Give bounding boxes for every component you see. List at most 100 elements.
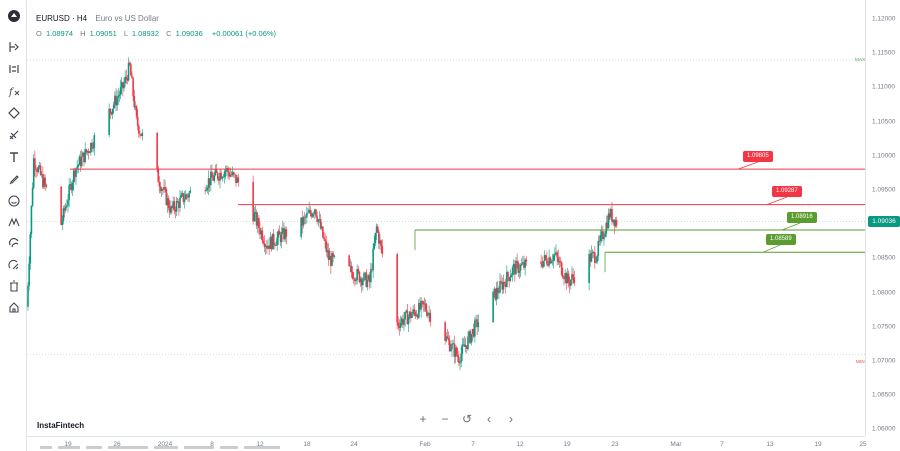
time-tick: 8: [210, 441, 214, 448]
candle: [323, 231, 325, 241]
candle-body: [84, 149, 86, 163]
candle-body: [610, 208, 612, 218]
candle-body: [211, 171, 213, 178]
text-icon[interactable]: [4, 147, 23, 166]
candle-body: [326, 250, 329, 253]
scroll-right-button[interactable]: ›: [502, 410, 520, 428]
candle-body: [28, 263, 30, 286]
level-label-1[interactable]: 1.09805: [743, 151, 773, 162]
trend-line-icon[interactable]: [4, 59, 23, 78]
candle: [309, 206, 312, 217]
emoji-icon[interactable]: [4, 191, 23, 210]
chart-pane[interactable]: [27, 0, 865, 436]
candle: [283, 222, 285, 242]
candle-body: [414, 312, 417, 316]
candle-body: [454, 347, 457, 357]
candle: [164, 180, 166, 193]
crosshair-icon[interactable]: [4, 37, 23, 56]
candle-body: [44, 177, 46, 185]
level-leader-4: [762, 244, 781, 253]
candle-body: [184, 194, 187, 200]
candle-body: [374, 232, 377, 244]
candle-body: [162, 189, 164, 190]
magnet-icon[interactable]: [4, 233, 23, 252]
candle-body: [506, 271, 508, 287]
candle-body: [519, 264, 522, 271]
candle-body: [183, 199, 186, 202]
projection-icon[interactable]: [4, 125, 23, 144]
candle-body: [68, 185, 70, 201]
candle-body: [517, 262, 520, 273]
max-marker: MAX: [855, 57, 866, 62]
candle: [398, 319, 401, 336]
price-tick: 1.11000: [872, 83, 896, 91]
candle: [352, 271, 355, 285]
candle: [332, 250, 334, 263]
trash-icon[interactable]: [4, 276, 23, 295]
brush-icon[interactable]: [4, 169, 23, 188]
candle: [31, 182, 34, 208]
candle: [173, 196, 176, 215]
measure-icon[interactable]: [4, 212, 23, 231]
candle: [464, 337, 467, 353]
candle-body: [61, 220, 64, 225]
candle-body: [475, 319, 477, 321]
scroll-left-button[interactable]: ‹: [480, 410, 498, 428]
symbol-legend[interactable]: EURUSD · H4 Euro vs US Dollar: [36, 14, 159, 23]
level-label-3[interactable]: 1.08916: [787, 212, 817, 223]
candle-body: [603, 236, 605, 240]
candle: [511, 265, 514, 282]
candlestick-chart[interactable]: [27, 0, 865, 436]
candle-body: [366, 279, 369, 287]
level-label-2[interactable]: 1.09287: [772, 186, 802, 197]
candle-body: [499, 281, 501, 293]
fib-icon[interactable]: f: [4, 81, 23, 100]
candle: [475, 314, 477, 328]
candle-body: [474, 320, 476, 337]
candle-body: [546, 258, 548, 264]
zoom-in-button[interactable]: +: [414, 410, 432, 428]
pattern-icon[interactable]: [4, 103, 23, 122]
candle-body: [461, 344, 464, 354]
candle: [308, 201, 310, 214]
candle: [276, 231, 278, 252]
candle: [468, 329, 470, 344]
candle: [234, 173, 236, 178]
zoom-out-button[interactable]: −: [436, 410, 454, 428]
time-tick: 7: [471, 441, 475, 448]
candle: [90, 142, 92, 156]
candle-body: [42, 174, 44, 188]
candle: [116, 90, 118, 111]
candle-body: [90, 142, 92, 153]
candle-body: [78, 156, 81, 165]
reset-button[interactable]: ↺: [458, 410, 476, 428]
candle-body: [136, 116, 139, 126]
home-icon[interactable]: [4, 297, 23, 316]
candle: [540, 254, 542, 268]
candle: [411, 312, 413, 319]
candle-body: [541, 263, 544, 267]
candle: [503, 281, 506, 287]
candle-body: [141, 132, 144, 137]
low-value: 1.08932: [131, 29, 160, 38]
candle: [549, 256, 552, 265]
candle: [29, 231, 32, 271]
candle-body: [549, 257, 552, 264]
time-axis[interactable]: 19 26 2024 8 12 18 24 Feb 7 12 19 23 Mar 7 13 19 25: [27, 436, 867, 451]
candle: [370, 262, 372, 288]
candle-body: [170, 206, 172, 213]
candle: [216, 171, 219, 182]
lock-drawings-icon[interactable]: [4, 255, 23, 274]
candle: [588, 249, 590, 291]
candle: [254, 205, 257, 222]
candle-body: [315, 209, 317, 217]
candle-body: [267, 245, 269, 249]
price-axis[interactable]: 1.06000 1.06500 1.07000 1.07500 1.08000 1.085…: [865, 0, 900, 436]
candle-body: [422, 301, 425, 305]
candle: [300, 217, 302, 240]
candle: [160, 187, 163, 197]
level-label-4[interactable]: 1.08589: [766, 234, 796, 245]
candle-body: [283, 228, 285, 240]
candle: [272, 229, 275, 250]
logo-icon[interactable]: [3, 5, 24, 26]
